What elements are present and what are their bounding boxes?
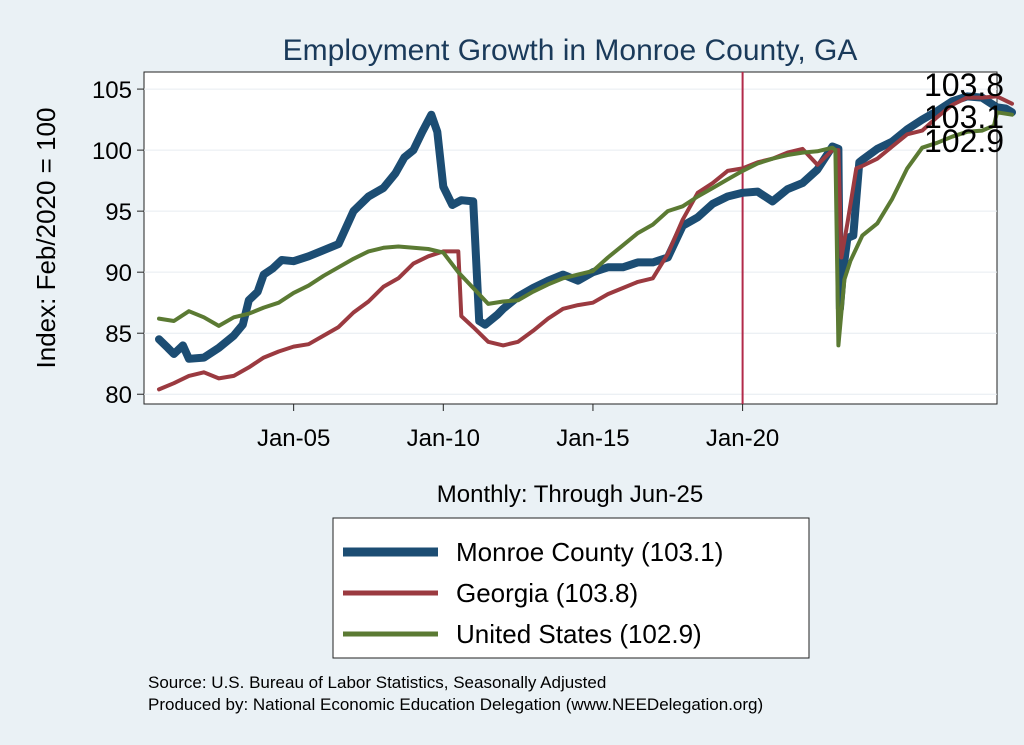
series-line-monroe-county [155, 92, 1016, 363]
series-line-georgia [157, 94, 1014, 392]
series-line-united-states [157, 110, 1014, 348]
y-tick-label: 90 [105, 260, 132, 287]
y-tick-label: 85 [105, 321, 132, 348]
legend-label: Monroe County (103.1) [456, 537, 723, 567]
y-axis-label: Index: Feb/2020 = 100 [31, 108, 61, 369]
end-label: 103.1 [924, 99, 1004, 135]
y-axis-ticks: 80 85 90 95 100 105 [92, 77, 144, 409]
legend-label: Georgia (103.8) [456, 578, 638, 608]
x-tick-label: Jan-10 [407, 425, 480, 452]
chart-title: Employment Growth in Monroe County, GA [283, 34, 858, 67]
producer-note: Produced by: National Economic Education… [148, 695, 763, 714]
y-tick-label: 95 [105, 199, 132, 226]
source-note: Source: U.S. Bureau of Labor Statistics,… [148, 673, 606, 692]
x-axis-ticks: Jan-05 Jan-10 Jan-15 Jan-20 [257, 404, 779, 452]
y-tick-label: 105 [92, 77, 132, 104]
legend-label: United States (102.9) [456, 619, 702, 649]
end-label: 103.8 [924, 67, 1004, 103]
legend: Monroe County (103.1) Georgia (103.8) Unit… [343, 537, 723, 649]
y-tick-label: 100 [92, 138, 132, 165]
gridlines [144, 88, 997, 395]
x-tick-label: Jan-15 [556, 425, 629, 452]
end-label: 102.9 [924, 123, 1004, 159]
series-group [155, 92, 1016, 392]
x-tick-label: Jan-05 [257, 425, 330, 452]
x-axis-label: Monthly: Through Jun-25 [437, 481, 703, 508]
x-tick-label: Jan-20 [706, 425, 779, 452]
y-tick-label: 80 [105, 382, 132, 409]
